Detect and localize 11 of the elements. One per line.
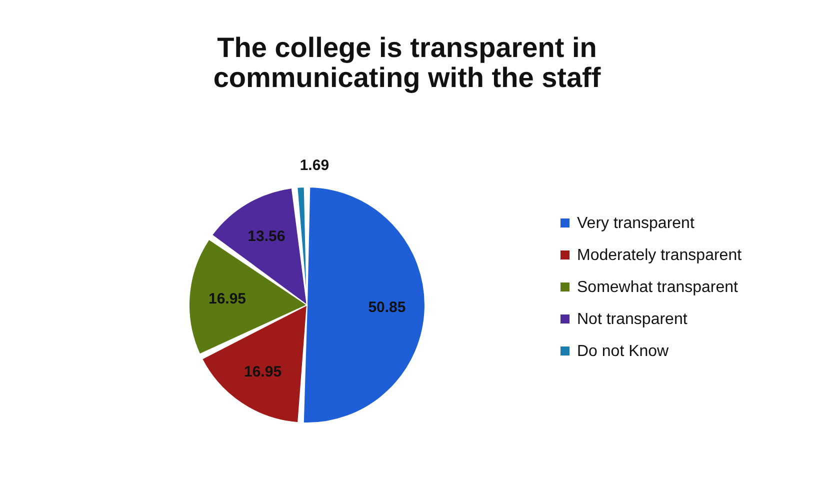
data-label: 16.95 (208, 290, 246, 308)
legend-label: Not transparent (577, 311, 688, 328)
legend-label: Very transparent (577, 215, 695, 232)
data-label: 13.56 (248, 228, 286, 246)
chart-title: The college is transparent in communicating with the staff (213, 32, 602, 93)
data-label: 50.85 (368, 299, 406, 316)
legend-label: Somewhat transparent (577, 279, 739, 296)
data-label: 1.69 (300, 157, 330, 174)
data-label: 16.95 (244, 364, 282, 381)
legend-label: Moderately transparent (577, 247, 742, 264)
legend-label: Do not Know (577, 343, 670, 360)
